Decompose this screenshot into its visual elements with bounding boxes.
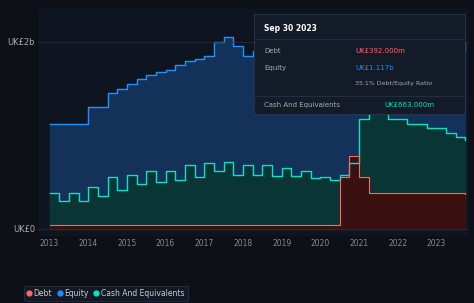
- Legend: Debt, Equity, Cash And Equivalents: Debt, Equity, Cash And Equivalents: [25, 286, 188, 301]
